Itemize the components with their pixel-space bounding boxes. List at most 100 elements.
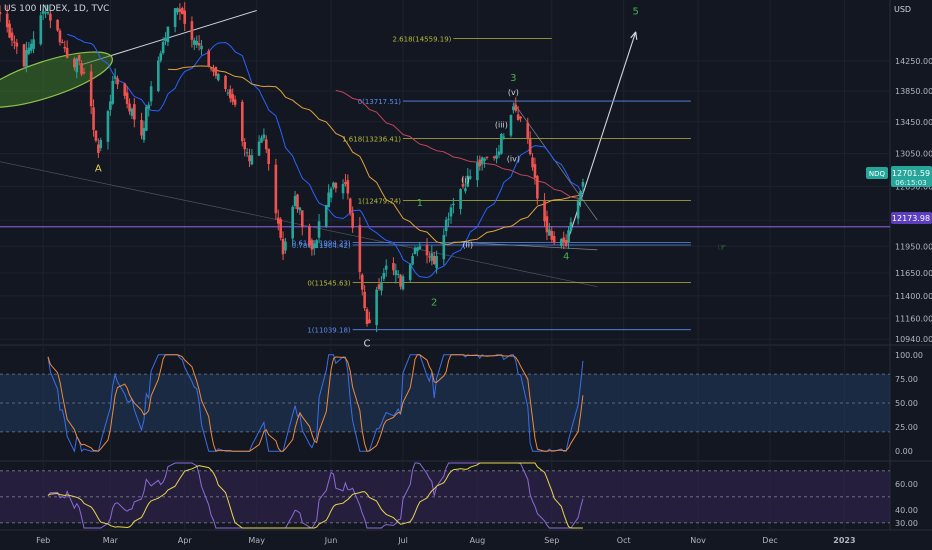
candle-body [10, 32, 14, 41]
wave-label-iv: (iv) [507, 154, 520, 163]
wave-label-iii: (iii) [495, 121, 508, 130]
level-price-badge: 12173.98 [891, 212, 932, 224]
time-tick-label: Aug [470, 536, 486, 545]
wave-label-1: 1 [417, 198, 423, 209]
time-tick-label: Dec [762, 536, 777, 545]
candle-body [145, 106, 148, 131]
last-price-badge: NDQ 12701.59 06:15:03 [866, 166, 932, 187]
candle-body [243, 141, 246, 150]
candle-body [531, 157, 534, 168]
candle-body [416, 247, 419, 252]
candle-body [41, 10, 45, 14]
candle-body [329, 188, 333, 198]
candle-body [548, 229, 551, 236]
candle-body [468, 176, 472, 179]
candle-body [75, 58, 79, 73]
fib-label: 0(11545.63) [307, 279, 351, 287]
candles [0, 2, 585, 333]
candle-body [344, 181, 347, 185]
candle-body [231, 94, 234, 102]
candle-body [579, 191, 582, 201]
candle-body [569, 222, 573, 232]
grid-lines [0, 0, 890, 530]
candle-body [492, 156, 496, 158]
candle-body [447, 218, 450, 220]
candle-body [380, 281, 383, 291]
candle-body [257, 141, 261, 156]
candle-body [142, 128, 146, 140]
candle-body [214, 67, 218, 76]
candle-body [543, 200, 546, 222]
candle-body [430, 253, 434, 261]
candle-body [315, 240, 318, 248]
candle-body [300, 210, 304, 228]
wave-label-4: 4 [563, 251, 569, 262]
candle-body [183, 10, 187, 24]
candle-body [341, 184, 345, 194]
candle-body [564, 240, 568, 246]
candle-body [452, 203, 455, 206]
candle-body [519, 116, 522, 119]
candle-body [181, 8, 184, 15]
stoch-tick-label: 50.00 [895, 399, 918, 408]
candle-body [133, 104, 136, 120]
candle-body [516, 114, 520, 121]
candle-body [260, 137, 263, 143]
candle-body [190, 21, 194, 40]
candle-body [495, 155, 498, 159]
candle-body [267, 148, 270, 165]
price-tick-label: 10940.00 [895, 335, 932, 344]
time-tick-label: Mar [103, 536, 119, 545]
fib-label: 0.618(11994.23) [292, 239, 351, 247]
candle-body [197, 43, 201, 46]
time-tick-label: May [248, 536, 265, 545]
candle-body [46, 12, 50, 14]
candle-body [512, 106, 515, 111]
currency-label: USD [894, 5, 912, 14]
candle-body [82, 71, 86, 73]
candle-body [22, 44, 26, 67]
candle-body [0, 12, 2, 15]
candle-body [58, 30, 62, 43]
candle-body [324, 205, 328, 227]
wave-labels: A C 1 2 3 4 5 (i) (ii) (iii) (iv) (v) [95, 7, 639, 350]
candle-body [116, 78, 119, 85]
time-tick-label: Jul [397, 536, 408, 545]
candle-body [411, 255, 414, 265]
stoch-tick-label: 0.00 [895, 447, 913, 456]
candle-body [147, 104, 151, 109]
candle-body [207, 50, 211, 67]
candle-body [560, 239, 563, 247]
candle-body [25, 50, 28, 67]
candle-body [5, 13, 9, 28]
fib-label: 1.618(13236.41) [342, 136, 401, 144]
stoch-tick-label: 100.00 [895, 351, 923, 360]
candle-body [291, 206, 294, 239]
candle-body [348, 198, 352, 213]
candle-body [514, 104, 518, 111]
candle-body [248, 155, 251, 162]
candle-body [392, 263, 395, 271]
candle-body [77, 54, 81, 61]
wave-label-2: 2 [431, 297, 437, 308]
rsi-ma-line [47, 462, 583, 529]
candle-body [226, 92, 230, 94]
candle-body [106, 111, 110, 142]
candle-body [478, 159, 482, 167]
candle-body [245, 152, 249, 154]
candle-body [128, 103, 131, 112]
price-tick-label: 11950.00 [895, 242, 932, 251]
candle-body [317, 221, 321, 238]
candle-body [212, 69, 215, 72]
candle-body [425, 245, 429, 256]
candle-body [15, 42, 19, 47]
candle-body [123, 83, 127, 96]
stoch-tick-label: 75.00 [895, 375, 918, 384]
projection-arrow-head [630, 31, 638, 40]
price-tick-label: 11160.00 [895, 314, 932, 323]
candle-body [281, 239, 285, 255]
price-tick-label: 13050.00 [895, 150, 932, 159]
fib-label: 1(11039.18) [307, 327, 351, 335]
candle-body [545, 216, 549, 233]
